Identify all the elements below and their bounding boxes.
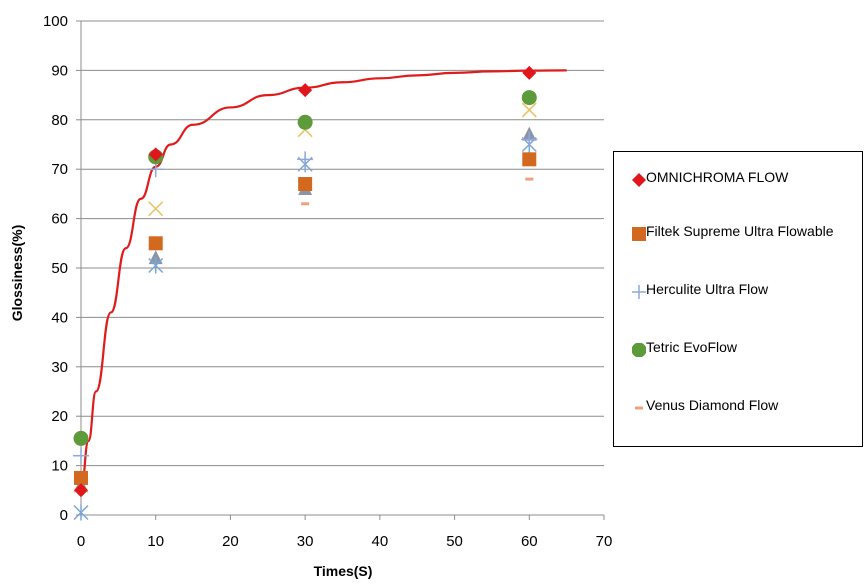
y-tick-label: 100	[43, 13, 68, 30]
diamond-marker	[148, 147, 163, 162]
circle-marker	[521, 90, 537, 106]
x-tick-label: 40	[372, 533, 389, 550]
x-axis-label: Times(S)	[314, 563, 373, 579]
legend-marker	[631, 342, 647, 358]
data-point	[73, 447, 89, 464]
x-tick-label: 20	[222, 533, 239, 550]
plus-marker	[631, 284, 647, 300]
data-point	[525, 177, 534, 181]
legend-item-herculite: Herculite Ultra Flow	[631, 278, 858, 301]
legend-item-venus: Venus Diamond Flow	[632, 394, 858, 417]
dash-marker	[635, 406, 643, 410]
square-marker	[632, 227, 646, 241]
trendline-path	[79, 69, 567, 492]
diamond-icon	[632, 171, 646, 187]
dash-marker	[301, 202, 310, 206]
square-marker	[74, 470, 88, 485]
data-point	[297, 151, 314, 168]
data-point	[74, 483, 88, 498]
square-marker	[148, 236, 163, 251]
data-point	[297, 114, 313, 130]
trendline	[79, 69, 567, 492]
data-point	[148, 250, 163, 265]
circle-marker	[631, 342, 647, 358]
circle-icon	[631, 341, 647, 358]
diamond-marker	[632, 173, 646, 187]
legend-label: OMNICHROMA FLOW	[646, 169, 789, 185]
diamond-marker	[522, 65, 537, 80]
legend: OMNICHROMA FLOW Filtek Supreme Ultra Flo…	[613, 151, 863, 447]
gridlines	[81, 20, 604, 467]
data-point	[298, 177, 313, 192]
square-marker	[522, 152, 537, 167]
y-axis-label: Glossiness(%)	[9, 225, 25, 321]
y-tick-label: 30	[51, 359, 68, 376]
diamond-marker	[298, 83, 313, 98]
x-tick-label: 70	[596, 533, 613, 550]
x-marker-b	[521, 102, 537, 118]
dash-marker	[635, 406, 643, 410]
legend-item-tetric: Tetric EvoFlow	[631, 336, 858, 359]
diamond-marker	[74, 483, 88, 498]
diamond-marker	[632, 173, 646, 187]
x-marker-b	[148, 201, 164, 217]
legend-label: Venus Diamond Flow	[646, 397, 779, 413]
triangle-marker	[148, 250, 163, 265]
data-point	[148, 147, 163, 162]
y-tick-label: 60	[51, 211, 68, 228]
tick-labels: 0 10 20 30 40 50 60 70 80 90 100 0 10 20 30 40 50 60 70	[43, 13, 612, 550]
legend-item-filtek: Filtek Supreme Ultra Flowable	[632, 220, 858, 243]
y-tick-label: 50	[51, 260, 68, 277]
y-tick-label: 0	[60, 507, 68, 524]
y-tick-label: 10	[51, 458, 68, 475]
square-icon	[632, 225, 646, 241]
legend-item-omnichroma: OMNICHROMA FLOW	[632, 166, 858, 189]
circle-marker	[297, 114, 313, 130]
data-point	[74, 470, 88, 485]
x-tick-label: 10	[147, 533, 164, 550]
data-point	[298, 83, 313, 98]
legend-marker	[632, 227, 646, 241]
data-point	[521, 131, 538, 148]
plus-icon	[631, 283, 647, 300]
circle-marker	[631, 342, 647, 358]
legend-marker	[632, 173, 646, 187]
y-tick-label: 40	[51, 309, 68, 326]
data-point	[148, 201, 164, 217]
legend-label: Herculite Ultra Flow	[646, 281, 769, 297]
legend-label: Tetric EvoFlow	[646, 339, 738, 355]
dash-marker	[525, 177, 534, 181]
legend-marker	[635, 406, 643, 410]
y-tick-label: 20	[51, 408, 68, 425]
data-point	[148, 236, 163, 251]
data-point	[522, 65, 537, 80]
legend-marker	[631, 284, 647, 300]
square-marker	[298, 177, 313, 192]
circle-marker	[73, 430, 89, 446]
square-marker	[632, 227, 646, 241]
dash-icon	[632, 399, 646, 413]
data-point	[521, 90, 537, 106]
data-point	[73, 504, 89, 521]
data-point	[522, 152, 537, 167]
data-point	[301, 202, 310, 206]
y-tick-label: 70	[51, 161, 68, 178]
y-tick-label: 90	[51, 62, 68, 79]
x-tick-label: 60	[521, 533, 538, 550]
data-point	[73, 430, 89, 446]
x-tick-label: 50	[446, 533, 463, 550]
data-point	[521, 102, 537, 118]
data-point	[148, 257, 164, 274]
data-points	[73, 65, 538, 521]
legend-label: Filtek Supreme Ultra Flowable	[646, 223, 834, 239]
y-tick-label: 80	[51, 112, 68, 129]
x-tick-label: 0	[77, 533, 85, 550]
x-tick-label: 30	[297, 533, 314, 550]
